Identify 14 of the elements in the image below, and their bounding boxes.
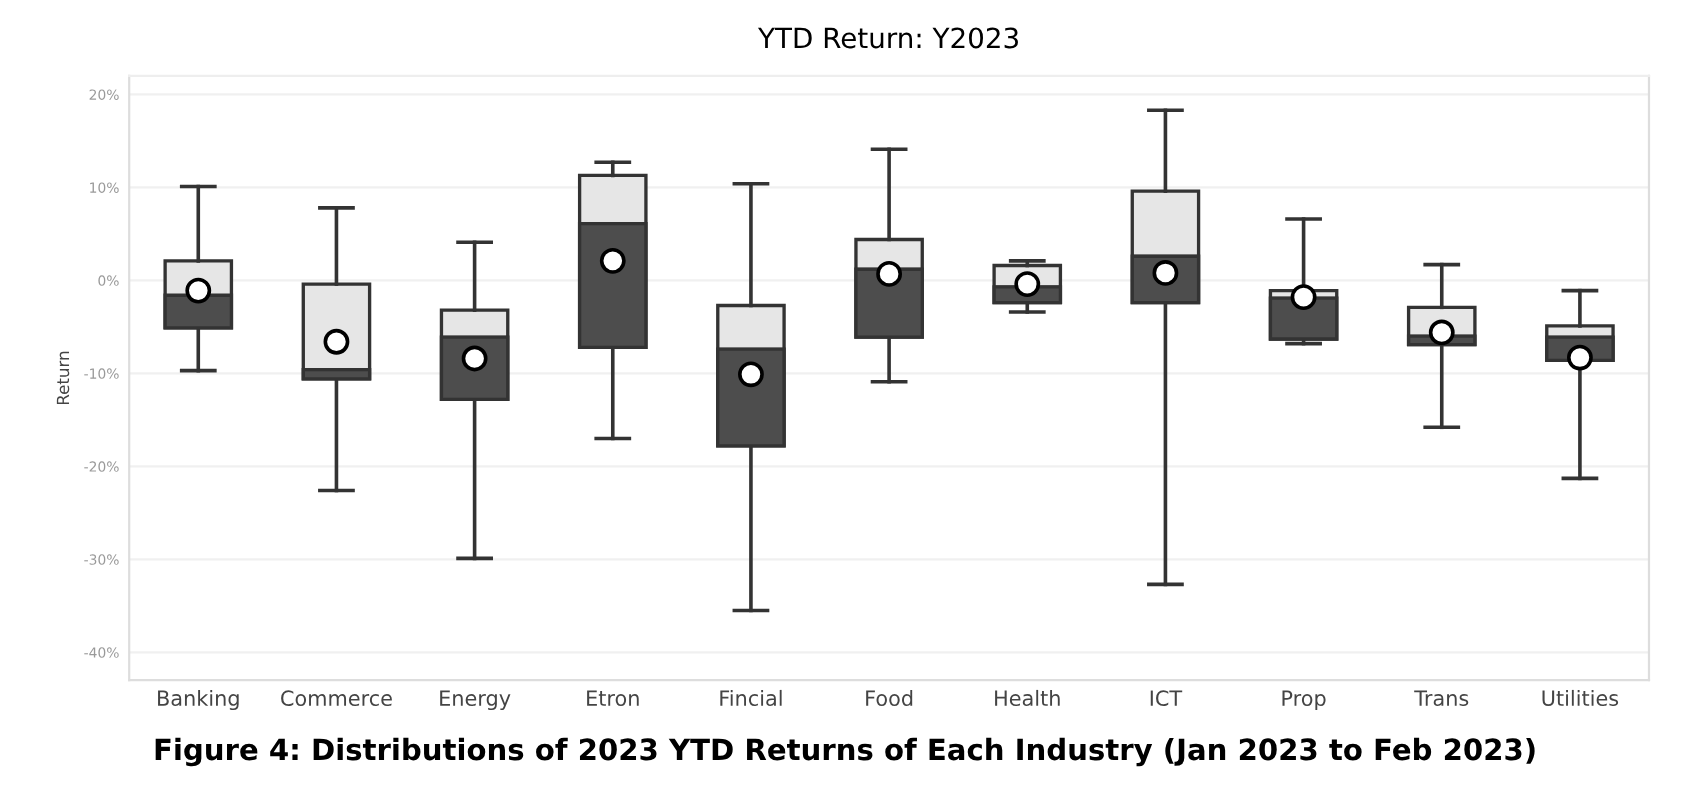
x-tick-label: ICT bbox=[1150, 690, 1183, 707]
y-axis-title: Return bbox=[56, 351, 70, 405]
x-tick-label: Utilities bbox=[1542, 689, 1619, 707]
x-tick-label: Energy bbox=[440, 690, 511, 711]
x-tick-label: Food bbox=[866, 689, 913, 707]
x-tick-label: Banking bbox=[158, 689, 239, 711]
x-tick-label: Prop bbox=[1282, 690, 1326, 711]
x-tick-label: Health bbox=[995, 689, 1060, 707]
x-tick-label: Etron bbox=[587, 690, 639, 707]
x-tick-label: Trans bbox=[1414, 690, 1469, 707]
x-tick-label: Commerce bbox=[281, 690, 392, 707]
x-tick-label: Fincial bbox=[720, 689, 782, 707]
chart-title: YTD Return: Y2023 bbox=[757, 27, 1018, 49]
caption: Figure 4: Distributions of 2023 YTD Returns of Each Industry (Jan 2023 to Feb 2023) bbox=[155, 737, 1535, 767]
